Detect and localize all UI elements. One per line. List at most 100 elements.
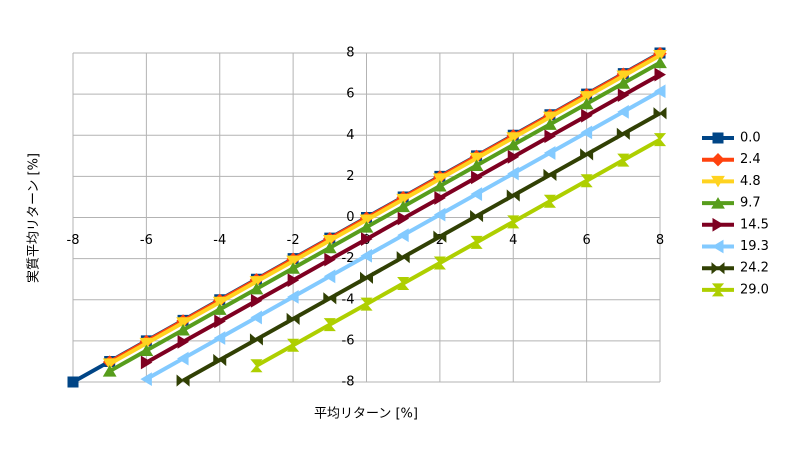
y-tick-label: -6 [342,333,355,348]
y-tick-label: 2 [346,169,354,184]
y-tick-label: 0 [346,210,354,225]
data-point [287,338,300,352]
data-point [507,215,520,229]
data-point [360,271,373,284]
data-point [250,293,263,308]
data-point [286,255,301,268]
series-line [108,60,661,373]
data-point [322,241,337,254]
legend-marker [711,262,725,275]
data-point [67,376,79,388]
data-point [580,125,593,140]
data-point [177,351,189,366]
data-point [433,230,447,243]
y-axis-label: 実質平均リターン [%] [26,153,42,283]
data-point [250,359,263,373]
data-point [249,333,263,346]
data-point [323,269,336,284]
data-point [176,374,190,387]
data-point [580,148,594,161]
data-point [543,168,557,182]
data-point [397,277,410,291]
data-point [543,111,557,124]
data-point [653,107,667,120]
y-tick-label: 8 [346,46,354,61]
legend-label: 29.0 [740,282,769,297]
data-point [432,180,447,192]
legend-label: 4.8 [740,174,761,189]
data-point [102,358,117,370]
data-point [543,194,557,208]
data-point [434,191,446,205]
legend-label: 0.0 [740,131,761,146]
data-point [653,56,667,69]
legend-label: 24.2 [740,261,769,276]
data-point [139,344,154,357]
data-point [653,49,667,62]
data-point [654,67,666,82]
legend-label: 9.7 [740,196,761,211]
data-point [359,221,374,233]
data-point [544,129,556,144]
data-point [212,296,227,309]
x-tick-label: -2 [287,233,300,248]
legend-label: 19.3 [740,239,769,254]
data-point [286,312,300,325]
data-point [214,314,226,329]
data-point [581,108,593,123]
data-point [617,104,629,119]
data-point [543,118,557,130]
data-point [543,146,556,160]
data-point [323,292,337,305]
x-tick-label: 2 [436,233,444,248]
data-point [616,70,631,83]
data-point [176,324,190,336]
data-point [176,317,190,329]
data-point [579,97,594,110]
data-point [249,276,264,288]
x-tick-label: 4 [509,233,517,248]
data-point [654,84,666,99]
data-point [212,303,227,315]
x-tick-label: -8 [67,233,80,248]
data-point [359,214,374,226]
y-tick-label: 4 [346,128,354,143]
data-point [470,209,484,223]
data-point [397,228,409,243]
data-point [432,173,447,185]
data-point [287,289,299,304]
data-point [140,355,153,370]
data-point [286,262,301,274]
data-point [360,248,372,263]
data-point [616,77,631,89]
legend-marker [711,197,725,209]
y-tick-label: -8 [342,375,355,390]
data-point [250,310,262,325]
legend-marker [712,217,724,232]
data-point [579,91,594,103]
legend-marker [712,239,724,254]
data-point [470,235,483,249]
data-point [469,152,484,165]
data-point [397,211,410,226]
data-point [322,235,337,247]
y-tick-label: -4 [342,292,355,307]
data-point [213,353,227,367]
x-tick-label: -6 [140,233,153,248]
data-point [360,297,373,311]
data-point [249,282,264,295]
data-point [324,252,336,267]
y-tick-label: 6 [346,87,354,102]
x-tick-label: 8 [656,233,664,248]
data-point [396,251,410,264]
data-point [102,365,117,377]
data-point [287,273,300,288]
data-point [506,132,521,144]
legend-marker [712,132,724,144]
data-point [580,174,593,188]
data-point [506,189,520,202]
x-axis-label: 平均リターン [%] [314,407,418,422]
data-point [617,88,630,103]
series-line [255,137,661,368]
data-point [433,207,446,222]
